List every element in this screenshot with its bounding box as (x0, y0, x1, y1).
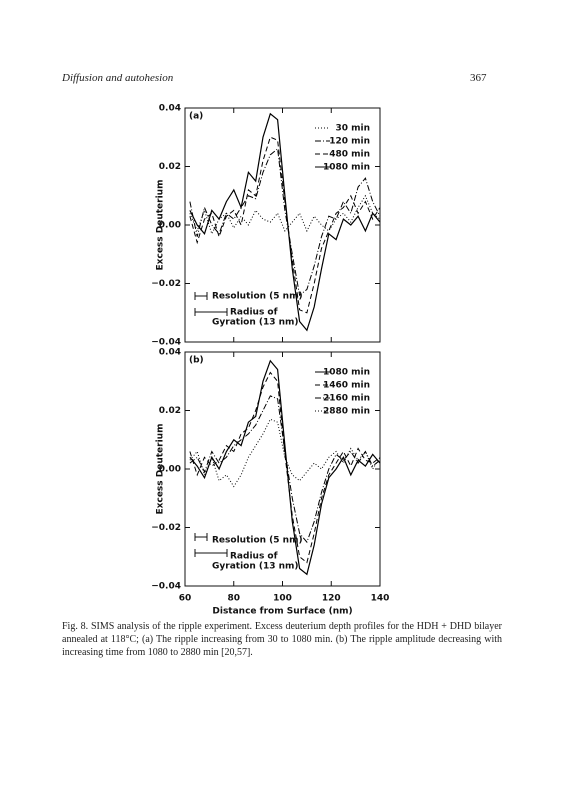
legend-label: 2880 min (323, 407, 370, 417)
legend-label: 120 min (329, 137, 370, 147)
y-tick-label: 0.04 (159, 104, 181, 114)
y-tick-label: 0.02 (159, 162, 181, 172)
y-tick-label: 0.00 (159, 221, 181, 231)
y-tick-label: −0.02 (151, 523, 181, 533)
annotation: Radius of (230, 308, 278, 318)
y-tick-label: 0.02 (159, 406, 181, 416)
legend-label: 1080 min (323, 163, 370, 173)
y-axis-label: Excess Deuterium (156, 424, 166, 515)
series-line (189, 418, 381, 488)
panel-label: (b) (189, 356, 204, 366)
series-line (189, 112, 381, 332)
legend-label: 30 min (335, 124, 370, 134)
annotation: Gyration (13 nm) (212, 562, 299, 572)
figure-caption: Fig. 8. SIMS analysis of the ripple expe… (62, 621, 502, 658)
x-tick-label: 120 (322, 594, 341, 604)
legend-label: 1460 min (323, 381, 370, 391)
x-tick-label: 140 (371, 594, 390, 604)
x-tick-label: 60 (179, 594, 192, 604)
scale-bars (194, 292, 228, 557)
x-tick-label: 100 (273, 594, 292, 604)
series-line (189, 359, 381, 576)
annotation: Radius of (230, 552, 278, 562)
series-line (189, 147, 381, 297)
y-tick-label: 0.04 (159, 348, 181, 358)
panel-label: (a) (189, 112, 203, 122)
page-number: 367 (470, 72, 487, 84)
series-line (189, 371, 381, 564)
annotation: Resolution (5 nm) (212, 536, 303, 546)
y-axis-label: Excess Deuterium (156, 180, 166, 271)
y-tick-label: 0.00 (159, 465, 181, 475)
figure: −0.04 −0.02 0.00 0.02 0.04 Excess Deuterium (a… (151, 104, 390, 617)
y-tick-label: −0.04 (151, 338, 181, 348)
legend-label: 1080 min (323, 368, 370, 378)
x-tick-label: 80 (227, 594, 240, 604)
series-line (189, 194, 381, 236)
annotation: Gyration (13 nm) (212, 318, 299, 328)
annotation: Resolution (5 nm) (212, 292, 303, 302)
legend-label: 2160 min (323, 394, 370, 404)
y-tick-label: −0.02 (151, 279, 181, 289)
legend-label: 480 min (329, 150, 370, 160)
y-tick-label: −0.04 (151, 582, 181, 592)
running-title: Diffusion and autohesion (62, 72, 174, 84)
x-axis-label: Distance from Surface (nm) (212, 607, 352, 617)
